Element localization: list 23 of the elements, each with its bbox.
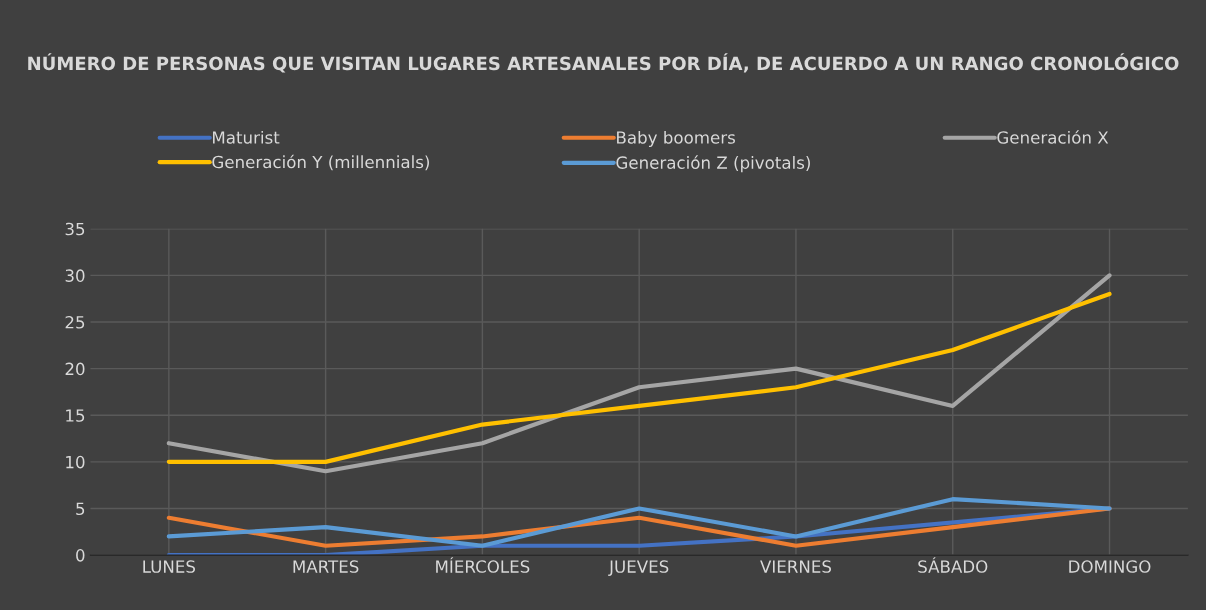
x-tick-label: SÁBADO: [918, 557, 988, 573]
y-tick-label: 0: [76, 549, 85, 562]
y-tick-label: 25: [65, 315, 85, 329]
x-tick-label: DOMINGO: [1069, 560, 1151, 573]
legend-label: Maturist: [213, 130, 280, 144]
chart-title: NÚMERO DE PERSONAS QUE VISITAN LUGARES ARTESANALES POR DÍA, DE ACUERDO A UN RANGO CRONOLÓGICO: [28, 53, 1179, 73]
y-tick-label: 10: [66, 455, 85, 469]
line-series: [166, 497, 1112, 548]
x-tick-label: VIERNES: [760, 560, 832, 573]
x-tick-label: JUEVES: [608, 560, 669, 576]
y-tick-label: 35: [65, 222, 85, 236]
legend-label: Generación Z (pivotals): [616, 155, 810, 173]
legend-label: Generación X: [997, 130, 1109, 144]
x-tick-label: MARTES: [293, 560, 359, 573]
y-tick-label: 15: [66, 409, 85, 422]
line-series: [166, 506, 1112, 548]
legend-label: Generación Y (millennials): [212, 154, 430, 171]
x-tick-label: LUNES: [143, 560, 196, 573]
legend-label: Baby boomers: [617, 130, 736, 148]
y-tick-label: 5: [76, 502, 85, 516]
y-tick-label: 20: [65, 362, 85, 376]
x-tick-label: MÍERCOLES: [436, 557, 530, 573]
y-tick-label: 30: [65, 269, 85, 282]
